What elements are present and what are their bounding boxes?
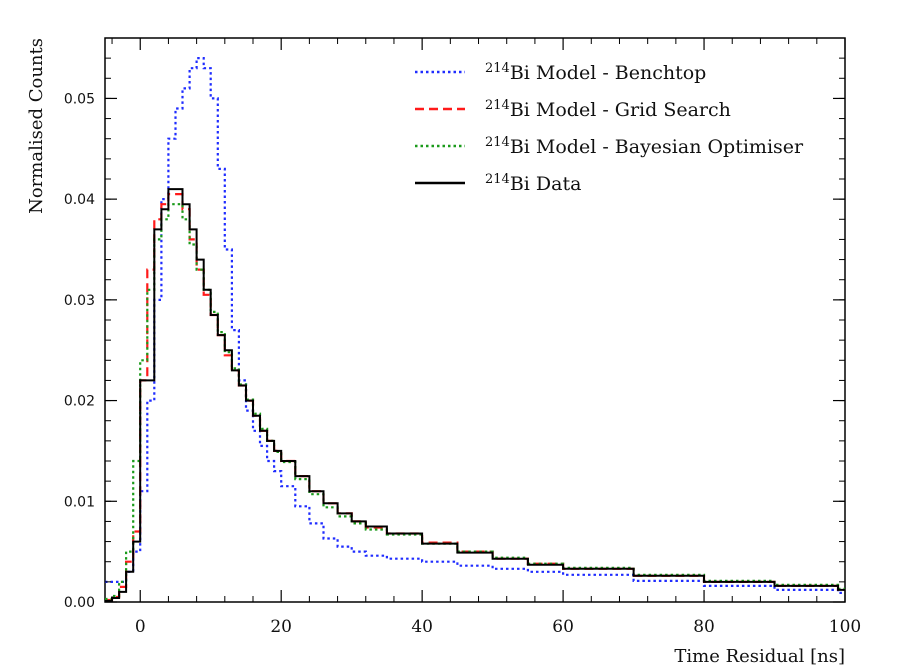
y-tick-label: 0.04 (64, 192, 95, 208)
legend-item-1: 214Bi Model - Grid Search (415, 98, 731, 121)
y-tick-label: 0.01 (64, 494, 95, 510)
y-tick-label: 0.00 (64, 595, 95, 611)
legend-label-text: Bi Data (510, 173, 582, 195)
legend-item-3: 214Bi Data (415, 172, 581, 195)
series-group (105, 57, 845, 602)
legend-item-2: 214Bi Model - Bayesian Optimiser (415, 135, 804, 158)
series-line-0 (105, 57, 845, 594)
legend-label-sup: 214 (485, 172, 510, 187)
legend-label-text: Bi Model - Grid Search (510, 99, 731, 121)
plot-area (104, 37, 846, 603)
y-axis: 0.00 0.01 0.02 0.03 0.04 0.05 (64, 37, 845, 611)
legend-label: 214Bi Data (485, 172, 581, 195)
y-tick-label: 0.03 (64, 293, 95, 309)
x-tick-label: 80 (693, 617, 715, 637)
legend-label-sup: 214 (485, 61, 510, 76)
x-axis-title: Time Residual [ns] (674, 646, 845, 667)
y-tick-label: 0.05 (64, 91, 95, 107)
y-axis-title: Normalised Counts (26, 38, 47, 214)
series-line-1 (105, 193, 845, 602)
legend-label-sup: 214 (485, 98, 510, 113)
legend-label: 214Bi Model - Grid Search (485, 98, 731, 121)
x-tick-label: 60 (552, 617, 574, 637)
legend-label: 214Bi Model - Benchtop (485, 61, 706, 84)
legend-item-0: 214Bi Model - Benchtop (415, 61, 706, 84)
legend-label-sup: 214 (485, 135, 510, 150)
legend-label-text: Bi Model - Bayesian Optimiser (510, 136, 804, 158)
y-tick-label: 0.02 (64, 394, 95, 410)
series-line-3 (105, 188, 845, 602)
x-tick-label: 100 (829, 617, 861, 637)
plot-frame (104, 37, 846, 603)
legend-label-text: Bi Model - Benchtop (510, 62, 707, 84)
legend-label: 214Bi Model - Bayesian Optimiser (485, 135, 804, 158)
series-line-2 (105, 203, 845, 601)
x-tick-label: 20 (270, 617, 292, 637)
x-tick-label: 0 (135, 617, 146, 637)
x-axis: 0 20 40 60 80 100 (111, 38, 861, 637)
x-tick-label: 40 (411, 617, 433, 637)
